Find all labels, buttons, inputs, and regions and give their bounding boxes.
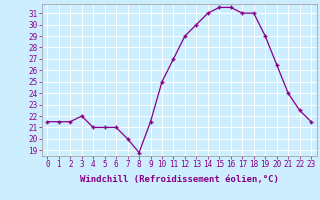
X-axis label: Windchill (Refroidissement éolien,°C): Windchill (Refroidissement éolien,°C) <box>80 175 279 184</box>
